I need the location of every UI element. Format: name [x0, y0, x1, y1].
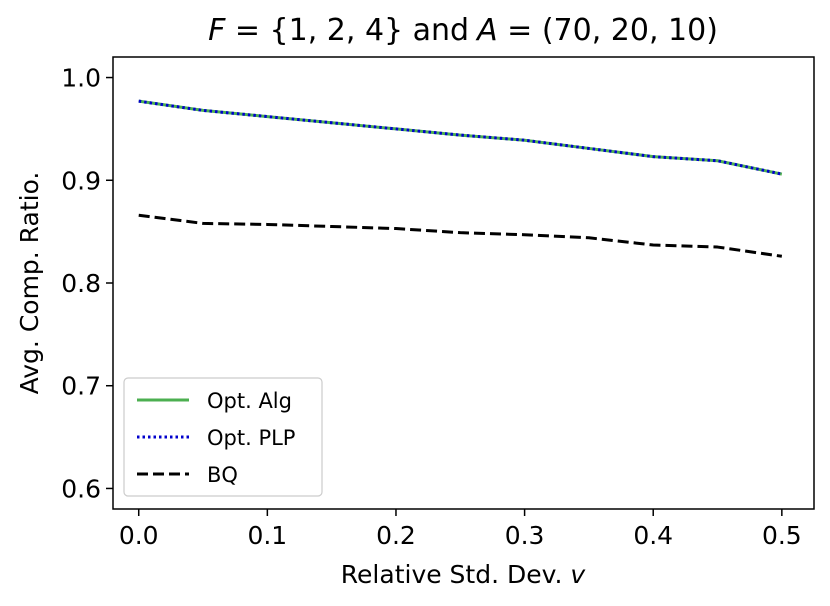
y-axis-ticks: 0.6 0.7 0.8 0.9 1.0	[61, 64, 113, 503]
y-tick-label: 0.9	[61, 166, 101, 195]
legend-label-opt-alg: Opt. Alg	[207, 389, 292, 413]
y-axis-title: Avg. Comp. Ratio.	[15, 172, 44, 395]
series-line-bq	[138, 213, 783, 258]
legend-box	[123, 377, 323, 497]
title-f-value: = {1, 2, 4}	[225, 13, 412, 48]
y-tick-label: 0.8	[61, 269, 101, 298]
series-line-opt-plp	[138, 99, 783, 176]
y-tick-label: 0.6	[61, 474, 101, 503]
x-axis-title-var: v	[570, 560, 586, 589]
x-tick-label: 0.2	[376, 521, 416, 550]
x-axis-title-text: Relative Std. Dev.	[341, 560, 563, 589]
chart-title: F = {1, 2, 4} and A = (70, 20, 10)	[208, 13, 718, 48]
legend-label-bq: BQ	[207, 463, 238, 487]
x-tick-label: 0.0	[119, 521, 159, 550]
x-axis-title: Relative Std. Dev. v	[341, 560, 587, 589]
series-line-opt-alg	[138, 99, 783, 176]
x-tick-label: 0.5	[762, 521, 802, 550]
title-a-value: = (70, 20, 10)	[498, 13, 718, 48]
x-axis-ticks: 0.0 0.1 0.2 0.3 0.4 0.5	[119, 509, 802, 550]
x-tick-label: 0.4	[633, 521, 673, 550]
legend-label-opt-plp: Opt. PLP	[207, 426, 295, 450]
y-tick-label: 1.0	[61, 64, 101, 93]
legend: Opt. Alg Opt. PLP BQ	[123, 377, 323, 497]
x-tick-label: 0.3	[505, 521, 545, 550]
title-connector: and	[413, 13, 469, 48]
title-a-symbol: A	[475, 13, 498, 48]
y-tick-label: 0.7	[61, 372, 101, 401]
x-tick-label: 0.1	[247, 521, 287, 550]
series-layer	[138, 99, 783, 258]
title-f-symbol: F	[208, 13, 226, 48]
